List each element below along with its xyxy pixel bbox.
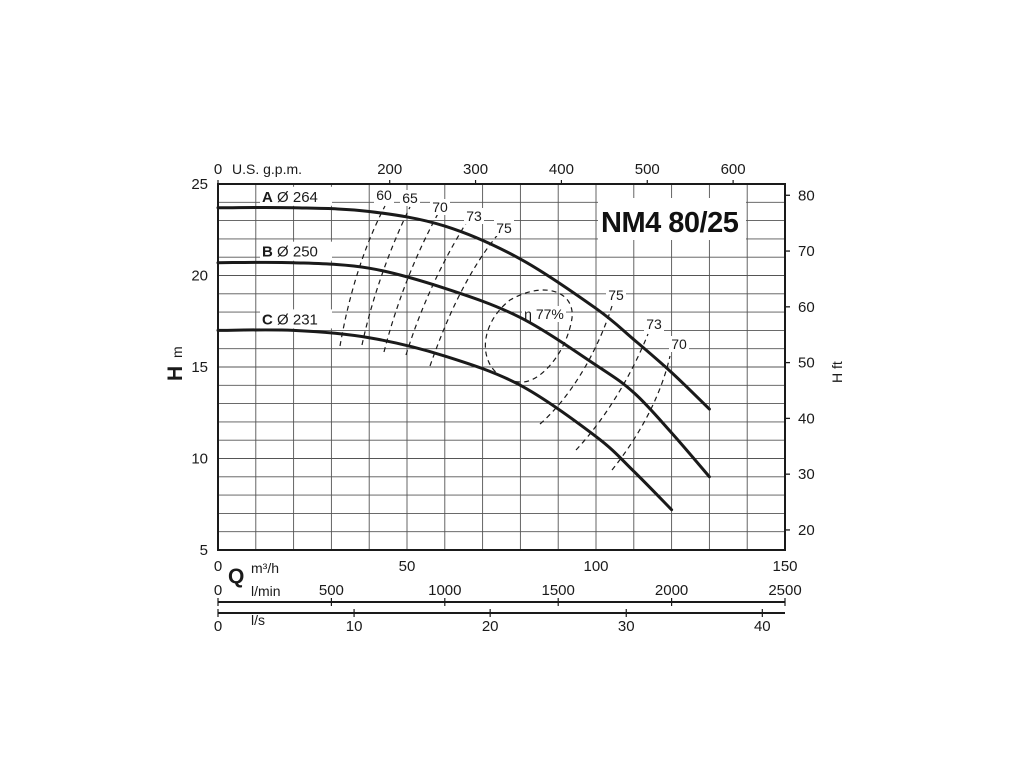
performance-curves: A Ø 264 B Ø 250 C Ø 231 — [216, 186, 711, 512]
bottom-tick-label-lmin: 1000 — [428, 582, 461, 599]
efficiency-label-bg — [522, 306, 566, 322]
efficiency-label: 65 — [402, 190, 418, 206]
right-tick-label: 20 — [798, 522, 815, 539]
curve-b — [216, 260, 711, 479]
top-tick-label: 300 — [463, 161, 488, 178]
curve-label-a: A Ø 264 — [262, 189, 318, 206]
top-tick-label: 500 — [635, 161, 660, 178]
efficiency-label-bg — [400, 190, 420, 206]
bottom-tick-label-m3h: 50 — [399, 558, 416, 575]
bottom-tick-label-lmin: 1500 — [542, 582, 575, 599]
curve-impeller: Ø 231 — [273, 311, 318, 328]
curve-label-bg — [260, 241, 332, 261]
right-tick-label: 40 — [798, 410, 815, 427]
right-tick-label: 60 — [798, 299, 815, 316]
bottom-tick-label-m3h: 100 — [583, 558, 608, 575]
efficiency-contour — [484, 289, 573, 383]
curve-c — [216, 328, 674, 512]
title-box — [598, 198, 746, 240]
efficiency-contours: 60 65 70 73 75 η 77% 75 73 70 — [339, 187, 689, 471]
right-tick-label: 50 — [798, 355, 815, 372]
efficiency-contour — [575, 333, 649, 451]
left-tick-label: 25 — [191, 176, 208, 193]
bottom-tick-label-ls: 20 — [482, 618, 499, 635]
top-tick-label: 0 — [214, 161, 222, 178]
bottom-axis-label: Q — [228, 565, 244, 588]
efficiency-label-bg — [644, 316, 664, 332]
efficiency-label: 70 — [671, 336, 687, 352]
bottom-axis-unit-ls: l/s — [251, 612, 265, 628]
right-axis-label: H ft — [829, 361, 845, 383]
efficiency-contour — [539, 305, 613, 425]
efficiency-label: 75 — [496, 220, 512, 236]
curve-label-bg — [260, 186, 332, 206]
curve-label-bg — [260, 309, 332, 329]
curve-impeller: Ø 264 — [273, 189, 318, 206]
efficiency-label-bg — [669, 336, 689, 352]
efficiency-contour — [383, 209, 441, 353]
chart-title: NM4 80/25 — [601, 207, 739, 239]
efficiency-label: 60 — [376, 187, 392, 203]
efficiency-label: 75 — [608, 287, 624, 303]
bottom-tick-label-ls: 30 — [618, 618, 635, 635]
grid — [218, 184, 785, 550]
top-tick-label: 600 — [721, 161, 746, 178]
bottom-tick-label-m3h: 150 — [772, 558, 797, 575]
efficiency-label-bg — [494, 220, 514, 236]
curve-a — [216, 206, 711, 411]
efficiency-contour — [429, 231, 501, 367]
bottom-tick-label-m3h: 0 — [214, 558, 222, 575]
plot-border — [217, 183, 786, 551]
efficiency-label: η 77% — [524, 306, 564, 322]
left-tick-label: 20 — [191, 268, 208, 285]
curve-letter: C — [262, 311, 273, 328]
efficiency-label-bg — [606, 287, 626, 303]
bottom-tick-label-ls: 10 — [346, 618, 363, 635]
right-tick-label: 70 — [798, 243, 815, 260]
bottom-tick-label-lmin: 2000 — [655, 582, 688, 599]
bottom-axis-unit-lmin: l/min — [251, 583, 281, 599]
curve-letter: B — [262, 244, 273, 261]
efficiency-contour — [405, 219, 469, 356]
curve-impeller: Ø 250 — [273, 244, 318, 261]
left-axis-label: H — [164, 366, 187, 381]
right-tick-label: 30 — [798, 466, 815, 483]
efficiency-label-bg — [430, 199, 450, 215]
left-tick-label: 5 — [200, 542, 208, 559]
efficiency-contour — [339, 205, 386, 347]
top-tick-label: 400 — [549, 161, 574, 178]
curve-label-c: C Ø 231 — [262, 311, 318, 328]
bottom-tick-label-ls: 0 — [214, 618, 222, 635]
top-axis-label: U.S. g.p.m. — [232, 161, 302, 177]
left-tick-label: 15 — [191, 359, 208, 376]
plot-frame — [217, 183, 786, 614]
efficiency-label: 70 — [432, 199, 448, 215]
curve-letter: A — [262, 189, 273, 206]
bottom-tick-label-lmin: 500 — [319, 582, 344, 599]
curve-label-b: B Ø 250 — [262, 244, 318, 261]
efficiency-contour — [361, 206, 411, 346]
top-tick-label: 200 — [377, 161, 402, 178]
left-tick-label: 10 — [191, 451, 208, 468]
bottom-tick-label-lmin: 2500 — [768, 582, 801, 599]
bottom-axis-unit-m3h: m³/h — [251, 560, 279, 576]
efficiency-label: 73 — [646, 316, 662, 332]
efficiency-label: 73 — [466, 208, 482, 224]
bottom-tick-label-lmin: 0 — [214, 582, 222, 599]
efficiency-label-bg — [374, 187, 394, 203]
efficiency-contour — [611, 355, 671, 471]
right-tick-label: 80 — [798, 187, 815, 204]
bottom-tick-label-ls: 40 — [754, 618, 771, 635]
left-axis-unit: m — [169, 346, 185, 358]
efficiency-label-bg — [464, 208, 484, 224]
